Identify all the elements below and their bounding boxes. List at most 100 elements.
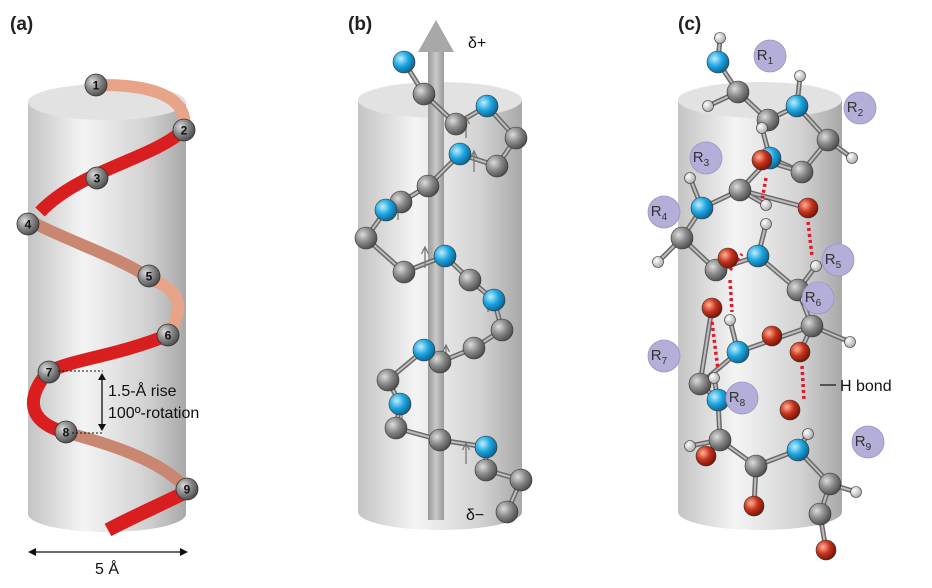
- carbon-atom: [354, 226, 378, 250]
- nitrogen-atom: [392, 50, 416, 74]
- carbon-atom: [504, 126, 528, 150]
- oxygen-atom: [743, 495, 765, 517]
- carbon-atom: [744, 454, 768, 478]
- residue-8: 8: [54, 420, 78, 444]
- nitrogen-atom: [475, 94, 499, 118]
- hydrogen-atom: [802, 428, 814, 440]
- hydrogen-atom: [756, 122, 768, 134]
- carbon-atom: [509, 468, 533, 492]
- hbond-dashed-line: [760, 177, 768, 201]
- oxygen-atom: [815, 539, 837, 561]
- carbon-atom: [495, 500, 519, 524]
- carbon-atom: [808, 502, 832, 526]
- hydrogen-atom: [684, 172, 696, 184]
- side-chain-label: R2: [847, 99, 864, 119]
- nitrogen-atom: [706, 388, 730, 412]
- residue-number: 3: [94, 172, 101, 186]
- carbon-atom: [444, 112, 468, 136]
- carbon-atom: [376, 368, 400, 392]
- nitrogen-atom: [482, 288, 506, 312]
- side-chain-label: R1: [757, 47, 774, 67]
- panel-b-dipole-diagram: δ+ δ−: [354, 20, 533, 530]
- carbon-atom: [412, 82, 436, 106]
- panel-label-b: (b): [348, 14, 372, 35]
- nitrogen-atom: [726, 340, 750, 364]
- nitrogen-atom: [412, 338, 436, 362]
- carbon-atom: [688, 372, 712, 396]
- carbon-atom: [790, 160, 814, 184]
- rotation-label: 100º-rotation: [108, 405, 199, 422]
- hydrogen-atom: [652, 256, 664, 268]
- residue-5: 5: [137, 264, 161, 288]
- carbon-atom: [728, 178, 752, 202]
- nitrogen-atom: [388, 392, 412, 416]
- side-chain-R4: R4: [647, 195, 681, 229]
- width-label: 5 Å: [95, 559, 119, 578]
- hydrogen-atom: [724, 314, 736, 326]
- oxygen-atom: [761, 325, 783, 347]
- residue-number: 4: [25, 218, 32, 232]
- carbon-atom: [384, 416, 408, 440]
- dipole-small-arrow: [420, 245, 430, 268]
- side-chain-R1: R1: [753, 39, 787, 73]
- hydrogen-bonds: [710, 177, 814, 401]
- nitrogen-atom: [374, 198, 398, 222]
- hydrogen-atom: [760, 218, 772, 230]
- residue-number: 6: [165, 329, 172, 343]
- carbon-atom: [462, 336, 486, 360]
- carbon-atom: [428, 428, 452, 452]
- side-chain-label: R3: [693, 149, 710, 169]
- dipole-negative-label: δ−: [466, 507, 484, 524]
- residue-number: 9: [184, 483, 191, 497]
- carbon-atom: [800, 314, 824, 338]
- side-chain-R6: R6: [801, 281, 835, 315]
- oxygen-atom: [797, 197, 819, 219]
- oxygen-atom: [789, 341, 811, 363]
- residue-number: 7: [46, 366, 53, 380]
- panel-a-ribbon-diagram: 1 2 3 4 5 6 7 8 9 1.5-Å rise 100º-rotation 5 Å: [16, 73, 199, 578]
- nitrogen-atom: [785, 94, 809, 118]
- oxygen-atom: [717, 247, 739, 269]
- carbon-atom: [416, 174, 440, 198]
- oxygen-atom: [695, 445, 717, 467]
- hydrogen-atom: [810, 260, 822, 272]
- carbon-atom: [818, 472, 842, 496]
- carbon-atom: [816, 128, 840, 152]
- side-chain-label: R5: [825, 251, 842, 271]
- nitrogen-atom: [786, 438, 810, 462]
- residue-2: 2: [172, 118, 196, 142]
- residue-3: 3: [85, 166, 109, 190]
- nitrogen-atom: [690, 196, 714, 220]
- hbond-dashed-line: [710, 321, 720, 371]
- nitrogen-atom: [746, 244, 770, 268]
- oxygen-atom: [701, 297, 723, 319]
- nitrogen-atom: [448, 142, 472, 166]
- dipole-small-arrow: [461, 441, 471, 464]
- rise-label: 1.5-Å rise: [108, 381, 177, 400]
- dipole-arrow: [418, 20, 454, 520]
- hydrogen-atom: [702, 100, 714, 112]
- carbon-atom: [458, 268, 482, 292]
- side-chain-R5: R5: [821, 243, 855, 277]
- residue-7: 7: [37, 360, 61, 384]
- hydrogen-atom: [846, 152, 858, 164]
- residue-number: 5: [146, 270, 153, 284]
- hydrogen-atom: [708, 372, 720, 384]
- side-chain-label: R8: [729, 389, 746, 409]
- nitrogen-atom: [474, 435, 498, 459]
- nitrogen-atom: [706, 50, 730, 74]
- side-chain-label: R4: [651, 203, 668, 223]
- carbon-atom: [490, 318, 514, 342]
- hydrogen-atom: [714, 32, 726, 44]
- hbond-label: H bond: [840, 378, 892, 395]
- dipole-positive-label: δ+: [468, 35, 486, 52]
- residue-number: 8: [63, 426, 70, 440]
- oxygen-atom: [751, 149, 773, 171]
- hydrogen-atom: [844, 336, 856, 348]
- panel-label-a: (a): [10, 14, 33, 35]
- side-chain-R8: R8: [725, 381, 759, 415]
- carbon-atom: [670, 226, 694, 250]
- side-chain-R9: R9: [851, 425, 885, 459]
- carbon-atom: [474, 458, 498, 482]
